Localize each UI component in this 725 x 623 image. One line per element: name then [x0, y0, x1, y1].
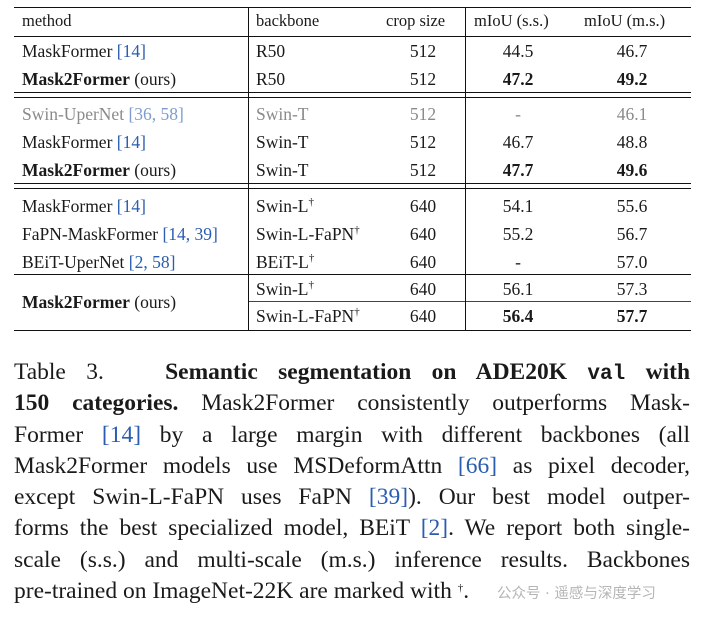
table-row-miou-ms: 46.1	[616, 104, 648, 124]
table-row-method: MaskFormer [14]	[22, 41, 146, 61]
header-rule	[14, 36, 691, 38]
table-row-crop: 640	[409, 196, 437, 216]
table-row-miou-ss: 56.4	[502, 306, 534, 326]
table-row-miou-ms: 49.2	[616, 69, 648, 89]
table-row-miou-ss: -	[515, 104, 521, 124]
table-row-miou-ms: 56.7	[616, 224, 648, 244]
table-row-miou-ms: 57.3	[616, 279, 648, 299]
group3-bottom-rule	[14, 274, 691, 276]
group1-bottom-rule	[14, 92, 691, 94]
table-row-miou-ms: 48.8	[616, 132, 648, 152]
table-row-miou-ss: 47.2	[502, 69, 534, 89]
caption-label: Table 3.	[14, 359, 104, 385]
table-bottom-rule	[14, 330, 691, 332]
header-miou-ms: mIoU (m.s.)	[584, 11, 666, 30]
table-row-miou-ms: 46.7	[616, 41, 648, 61]
header-miou-ss: mIoU (s.s.)	[474, 11, 549, 30]
caption-line: Table 3. Semantic segmentation on ADE20K…	[14, 359, 691, 386]
table-row-method: Mask2Former (ours)	[22, 69, 177, 89]
table-row-miou-ss: 55.2	[502, 224, 534, 244]
table-row-miou-ms: 55.6	[616, 196, 648, 216]
caption-line: Former [14] by a large margin with diffe…	[14, 421, 690, 448]
caption-line: Mask2Former models use MSDeformAttn [66]…	[14, 452, 690, 479]
header-method: method	[22, 11, 72, 30]
table-row-crop: 640	[409, 279, 437, 299]
caption-line: pre-trained on ImageNet-22K are marked w…	[14, 578, 470, 605]
caption-line: scale (s.s.) and multi-scale (m.s.) infe…	[14, 546, 690, 573]
table-row-miou-ss: 46.7	[502, 132, 534, 152]
method-column-divider	[248, 7, 250, 331]
crop-column-divider	[465, 7, 467, 331]
watermark: 公众号 · 遥感与深度学习	[497, 586, 656, 602]
table-row-miou-ss: 47.7	[502, 160, 534, 180]
table-row-miou-ss: 44.5	[502, 41, 534, 61]
group2-bottom-rule	[14, 183, 691, 185]
table-row-crop: 512	[409, 41, 437, 61]
table-caption: Table 3. Semantic segmentation on ADE20K…	[14, 357, 690, 607]
caption-line: 150 categories. Mask2Former consistently…	[14, 390, 690, 417]
caption-line: except Swin-L-FaPN uses FaPN [39]). Our …	[14, 484, 690, 511]
table-row-backbone: BEiT-L†	[256, 252, 315, 272]
header-backbone: backbone	[256, 11, 320, 30]
table-top-rule	[14, 7, 691, 9]
table-row-miou-ms: 57.0	[616, 252, 648, 272]
table-row-method: FaPN-MaskFormer [14, 39]	[22, 224, 218, 244]
table-row-miou-ms: 57.7	[616, 306, 648, 326]
table-row-miou-ms: 49.6	[616, 160, 648, 180]
table-row-backbone: Swin-L-FaPN†	[256, 306, 360, 326]
table-row-crop: 512	[409, 160, 437, 180]
table-row-backbone: Swin-T	[256, 160, 309, 180]
table-row-miou-ss: 56.1	[502, 279, 534, 299]
table-row-method: MaskFormer [14]	[22, 196, 146, 216]
group2-top-rule	[14, 97, 691, 99]
table-row-backbone: Swin-T	[256, 132, 309, 152]
table-row-method: Mask2Former (ours)	[22, 292, 177, 312]
table-row-crop: 640	[409, 306, 437, 326]
table-row-backbone: Swin-T	[256, 104, 309, 124]
table-row-miou-ss: -	[515, 252, 521, 272]
table-row-method: BEiT-UperNet [2, 58]	[22, 252, 176, 272]
table-row-backbone: R50	[256, 69, 286, 89]
group4-inner-rule	[249, 301, 691, 302]
table-row-method: MaskFormer [14]	[22, 132, 146, 152]
table-row-backbone: R50	[256, 41, 286, 61]
table-row-crop: 512	[409, 69, 437, 89]
table-row-crop: 512	[409, 104, 437, 124]
table-row-backbone: Swin-L†	[256, 196, 314, 216]
table-row-method: Mask2Former (ours)	[22, 160, 177, 180]
table-row-crop: 640	[409, 252, 437, 272]
table-row-miou-ss: 54.1	[502, 196, 534, 216]
group3-top-rule	[14, 188, 691, 190]
table-row-backbone: Swin-L†	[256, 279, 314, 299]
header-crop-size: crop size	[386, 11, 446, 30]
caption-line: forms the best specialized model, BEiT […	[14, 515, 690, 542]
table-row-crop: 512	[409, 132, 437, 152]
table-row-backbone: Swin-L-FaPN†	[256, 224, 360, 244]
table-row-method: Swin-UperNet [36, 58]	[22, 104, 184, 124]
table-row-crop: 640	[409, 224, 437, 244]
